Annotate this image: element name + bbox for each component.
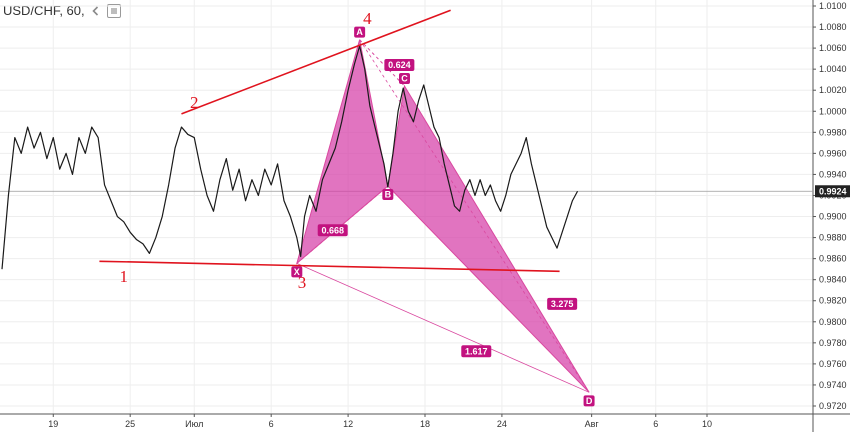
current-price-label: 0.9924 [819,186,847,196]
y-tick-label: 1.0060 [819,43,847,53]
chart-symbol-title[interactable]: USD/CHF, 60, [3,3,85,18]
y-tick-label: 0.9880 [819,233,847,243]
y-tick-label: 0.9740 [819,380,847,390]
y-tick-label: 1.0000 [819,106,847,116]
pattern-point-label: D [586,396,593,406]
y-tick-label: 0.9860 [819,254,847,264]
annotation-trend-line [181,9,451,115]
y-tick-label: 0.9760 [819,359,847,369]
pattern-point-label: B [385,190,392,200]
chart-header: USD/CHF, 60, [3,3,121,18]
x-tick-label: 12 [343,419,353,429]
pattern-point-badge [354,26,366,38]
x-tick-label: 19 [48,419,58,429]
y-tick-label: 0.9960 [819,148,847,158]
annotation-number-label: 2 [190,93,199,112]
pattern-point-badge [382,189,394,200]
y-tick-label: 0.9800 [819,317,847,327]
ratio-label: 0.624 [388,60,411,70]
pattern-point-badge [291,266,303,278]
ratio-badge [384,58,415,71]
y-tick-label: 0.9720 [819,401,847,411]
annotation-trend-line [99,260,560,273]
x-tick-label: 25 [125,419,135,429]
x-tick-label: 6 [653,419,658,429]
y-tick-label: 0.9820 [819,296,847,306]
x-tick-label: 10 [702,419,712,429]
y-tick-label: 0.9780 [819,338,847,348]
current-price-tag [815,185,850,198]
x-tick-label: Июл [185,419,203,429]
annotation-number-label: 3 [298,273,307,292]
pattern-point-badge [398,73,410,84]
x-tick-label: Авг [585,419,600,429]
ratio-badge [317,224,348,237]
ratio-label: 0.668 [321,225,344,235]
y-tick-label: 0.9980 [819,127,847,137]
x-tick-label: 6 [269,419,274,429]
x-tick-label: 18 [420,419,430,429]
y-tick-label: 1.0040 [819,64,847,74]
fib-line-xd [296,263,590,393]
ratio-label: 3.275 [551,299,574,309]
pattern-point-label: A [356,27,363,37]
ratio-badge [461,345,492,358]
pattern-point-label: X [294,267,300,277]
settings-icon[interactable] [106,3,121,18]
pattern-point-label: C [401,74,408,84]
chevron-left-icon[interactable] [91,5,101,16]
price-series-line [1,45,579,270]
y-tick-label: 1.0100 [819,1,847,11]
annotation-number-label: 1 [120,267,129,286]
pattern-triangle-bcd [387,84,590,393]
annotation-number-label: 4 [363,9,372,28]
y-tick-label: 1.0080 [819,22,847,32]
fib-line-xb [296,185,389,264]
y-tick-label: 0.9940 [819,169,847,179]
ratio-label: 1.617 [465,346,488,356]
fib-line-ad [359,39,590,393]
ratio-badge [547,297,578,310]
x-tick-label: 24 [497,419,507,429]
y-tick-label: 1.0020 [819,85,847,95]
fib-line-ac [359,39,405,87]
pattern-point-badge [583,395,595,407]
y-tick-label: 0.9840 [819,275,847,285]
y-tick-label: 0.9900 [819,212,847,222]
